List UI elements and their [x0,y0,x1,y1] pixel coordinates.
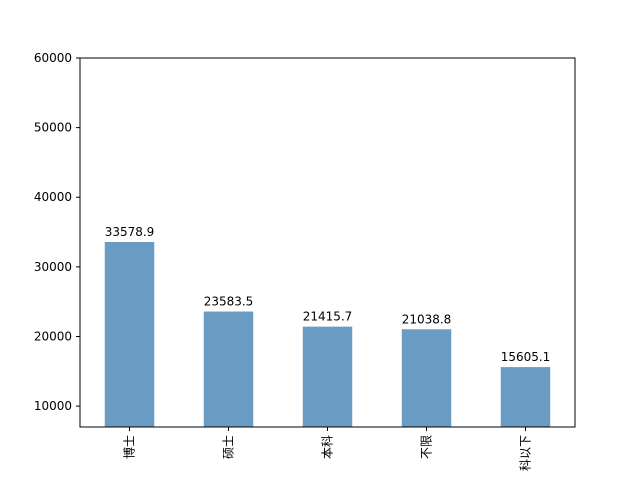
x-tick-label: 硕士 [222,435,236,459]
bar [401,329,452,427]
y-tick-label: 20000 [34,329,72,343]
x-tick-label: 博士 [122,435,137,459]
y-tick-label: 10000 [34,399,72,413]
plot-frame [79,57,576,428]
bar [203,311,254,427]
value-label: 21415.7 [303,310,353,324]
y-tick-label: 40000 [34,190,72,204]
value-label: 21038.8 [402,312,452,326]
y-tick-label: 60000 [34,51,72,65]
bar [302,326,353,427]
value-label: 15605.1 [501,350,551,364]
value-label: 23583.5 [204,295,254,309]
y-tick-label: 30000 [34,260,72,274]
bar [104,241,155,427]
x-tick-label: 本科 [321,435,335,459]
value-label: 33578.9 [105,225,155,239]
y-tick-label: 50000 [34,121,72,135]
bar [500,367,551,427]
x-tick-label: 不限 [420,435,434,459]
x-tick-label: 科以下 [519,435,533,471]
